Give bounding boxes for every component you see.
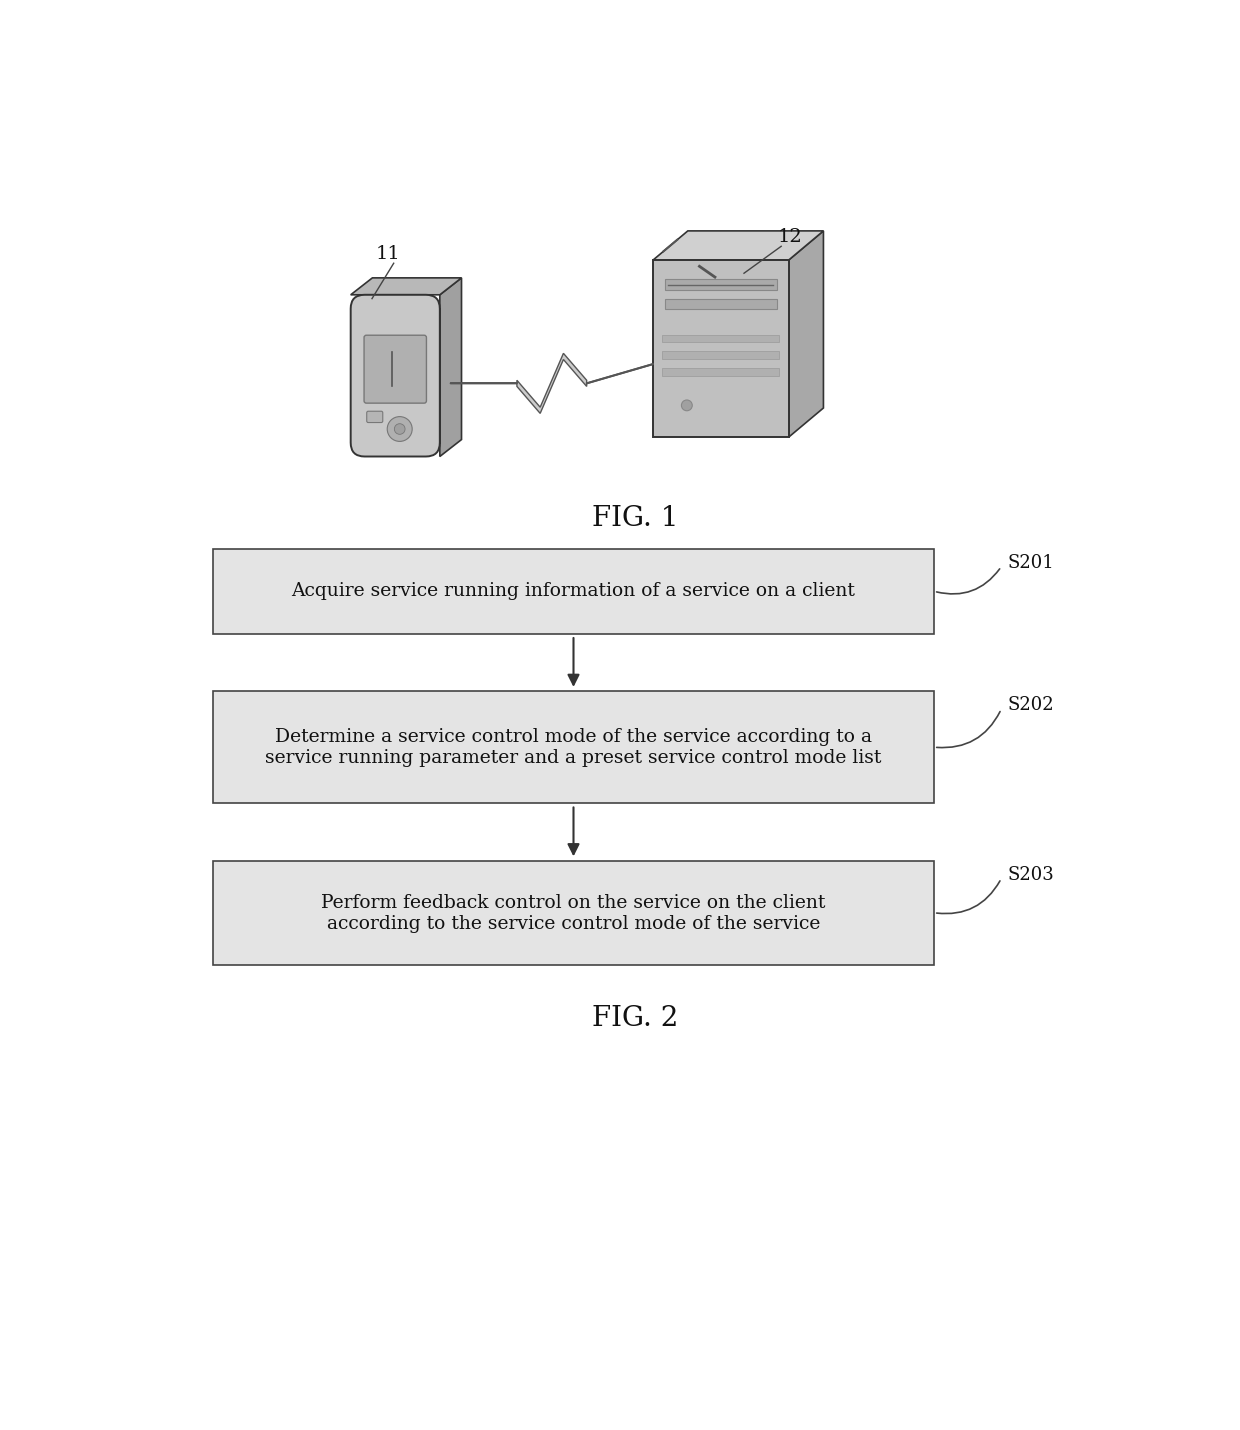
FancyBboxPatch shape [365, 335, 427, 403]
Text: Acquire service running information of a service on a client: Acquire service running information of a… [291, 582, 856, 601]
Text: S202: S202 [1007, 696, 1054, 714]
FancyBboxPatch shape [367, 412, 383, 422]
Polygon shape [789, 230, 823, 438]
Text: Determine a service control mode of the service according to a: Determine a service control mode of the … [275, 728, 872, 746]
Text: S203: S203 [1007, 865, 1054, 884]
Text: FIG. 1: FIG. 1 [593, 505, 678, 532]
FancyBboxPatch shape [351, 295, 440, 456]
FancyBboxPatch shape [662, 352, 779, 359]
Polygon shape [440, 277, 461, 456]
Polygon shape [351, 277, 461, 295]
FancyBboxPatch shape [653, 260, 789, 438]
Text: service running parameter and a preset service control mode list: service running parameter and a preset s… [265, 749, 882, 766]
Polygon shape [517, 353, 587, 413]
FancyBboxPatch shape [213, 691, 934, 804]
FancyBboxPatch shape [213, 861, 934, 965]
Text: FIG. 2: FIG. 2 [593, 1005, 678, 1032]
Circle shape [682, 400, 692, 410]
Text: 11: 11 [376, 245, 399, 263]
Circle shape [394, 423, 405, 435]
Circle shape [387, 416, 412, 442]
FancyBboxPatch shape [213, 549, 934, 633]
FancyBboxPatch shape [665, 279, 777, 290]
FancyBboxPatch shape [662, 369, 779, 376]
Text: according to the service control mode of the service: according to the service control mode of… [327, 915, 820, 932]
FancyBboxPatch shape [665, 299, 777, 309]
Text: S201: S201 [1007, 553, 1054, 572]
Polygon shape [653, 230, 823, 260]
Text: Perform feedback control on the service on the client: Perform feedback control on the service … [321, 894, 826, 912]
Text: 12: 12 [779, 227, 802, 246]
FancyBboxPatch shape [662, 335, 779, 342]
